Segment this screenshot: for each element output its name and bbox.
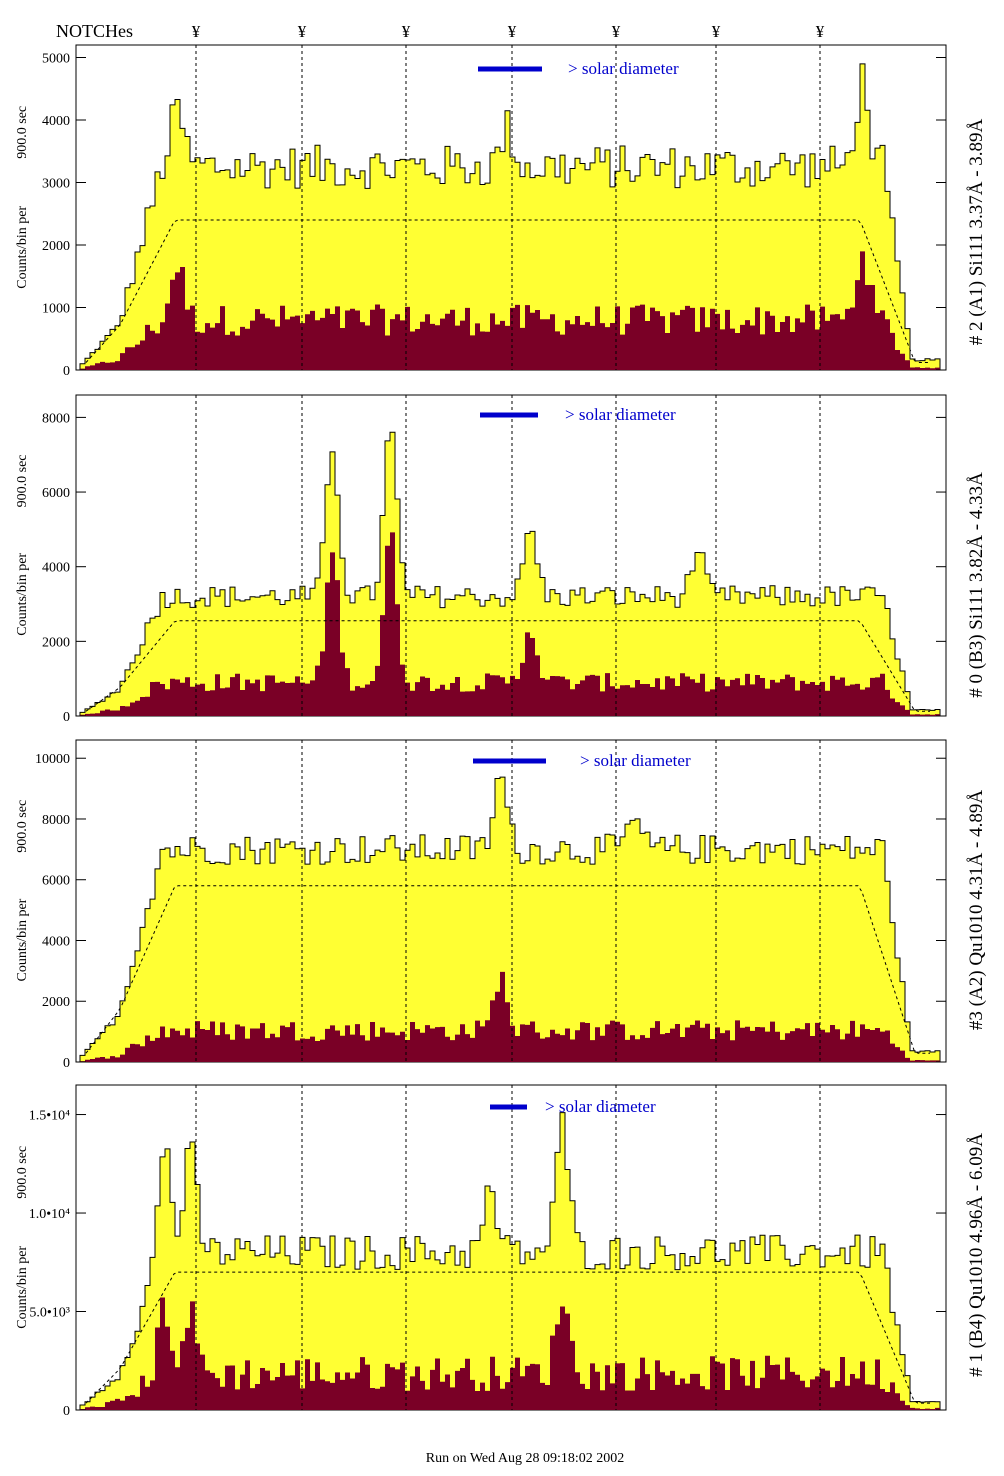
y-tick-label: 1000 (42, 302, 70, 317)
notches-label: NOTCHes (56, 21, 133, 41)
subtracted-histogram (80, 971, 940, 1062)
y-tick-label: 0 (63, 1404, 70, 1419)
notch-marker: ¥ (712, 22, 721, 41)
y-tick-label: 5.0•10³ (29, 1306, 70, 1321)
notch-marker: ¥ (816, 22, 825, 41)
counts-histogram (79, 63, 941, 371)
panel-title: # 1 (B4) Qu1010 4.96Å - 6.09Å (966, 1133, 987, 1377)
legend-label: > solar diameter (580, 751, 691, 770)
smoothed-curve (85, 1271, 930, 1404)
counts-histogram (79, 776, 941, 1063)
subtracted-histogram (80, 532, 940, 716)
panel-2: 0 2000 4000 6000 8000 Counts/bin per 900.0 sec… (15, 394, 987, 725)
y-tick-label: 1.0•10⁴ (29, 1207, 70, 1222)
y-exposure-label: 900.0 sec (15, 454, 30, 507)
panel-3: 0 2000 4000 6000 8000 10000 Counts/bin per 900.… (15, 739, 987, 1071)
panel-title: # 2 (A1) Si111 3.37Å - 3.89Å (966, 118, 987, 345)
counts-histogram (79, 1112, 941, 1411)
notch-markers: ¥ ¥ ¥ ¥ ¥ ¥ ¥ (192, 22, 825, 41)
notch-marker: ¥ (508, 22, 517, 41)
panel-4: 0 5.0•10³ 1.0•10⁴ 1.5•10⁴ Counts/bin per 900.… (15, 1084, 987, 1419)
y-tick-label: 8000 (42, 411, 70, 426)
y-tick-label: 4000 (42, 561, 70, 576)
y-tick-label: 1.5•10⁴ (29, 1109, 70, 1124)
y-tick-label: 3000 (42, 177, 70, 192)
y-tick-label: 6000 (42, 486, 70, 501)
y-tick-label: 5000 (42, 52, 70, 67)
panel-title: #3 (A2) Qu1010 4.31Å - 4.89Å (966, 790, 987, 1030)
panel-title: # 0 (B3) Si111 3.82Å - 4.33Å (966, 472, 987, 698)
y-tick-label: 8000 (42, 813, 70, 828)
legend-label: > solar diameter (545, 1097, 656, 1116)
notch-marker: ¥ (192, 22, 201, 41)
y-tick-label: 2000 (42, 239, 70, 254)
y-axis-label: Counts/bin per (15, 1246, 30, 1329)
y-exposure-label: 900.0 sec (15, 800, 30, 853)
subtracted-histogram (80, 1297, 940, 1410)
smoothed-curve (85, 885, 930, 1054)
y-tick-label: 0 (63, 364, 70, 379)
y-axis-label: Counts/bin per (15, 206, 30, 289)
y-tick-label: 2000 (42, 635, 70, 650)
y-exposure-label: 900.0 sec (15, 1146, 30, 1199)
panel-1: 0 1000 2000 3000 4000 5000 Counts/bin per 900.0… (15, 44, 987, 379)
y-tick-label: 4000 (42, 934, 70, 949)
y-tick-label: 4000 (42, 114, 70, 129)
y-tick-label: 2000 (42, 995, 70, 1010)
notch-marker: ¥ (298, 22, 307, 41)
y-tick-label: 0 (63, 1056, 70, 1071)
y-tick-label: 10000 (35, 752, 70, 767)
smoothed-curve (85, 219, 930, 363)
notch-marker: ¥ (612, 22, 621, 41)
y-tick-label: 0 (63, 710, 70, 725)
subtracted-histogram (80, 251, 940, 370)
notch-marker: ¥ (402, 22, 411, 41)
counts-histogram (79, 431, 941, 717)
legend-label: > solar diameter (565, 405, 676, 424)
y-exposure-label: 900.0 sec (15, 106, 30, 159)
panels: 0 1000 2000 3000 4000 5000 Counts/bin per 900.0… (15, 44, 987, 1419)
run-timestamp: Run on Wed Aug 28 09:18:02 2002 (426, 1451, 625, 1466)
legend-label: > solar diameter (568, 59, 679, 78)
y-axis-label: Counts/bin per (15, 898, 30, 981)
y-axis-label: Counts/bin per (15, 553, 30, 636)
y-tick-label: 6000 (42, 874, 70, 889)
